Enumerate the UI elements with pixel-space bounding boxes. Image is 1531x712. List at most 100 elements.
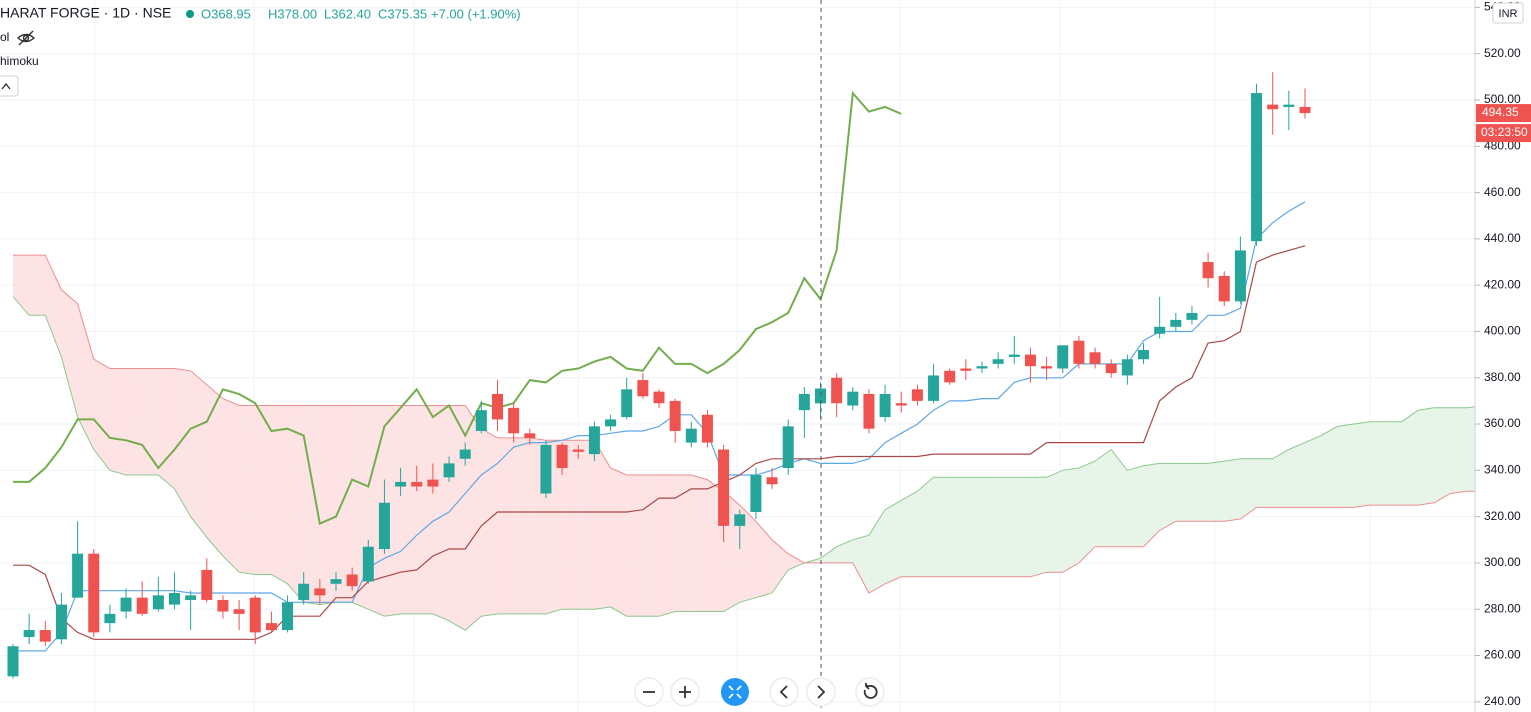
- candle-body: [330, 579, 342, 584]
- cloud-segment: [1256, 458, 1273, 508]
- cloud-segment: [1078, 461, 1096, 563]
- cloud-segment: [174, 368, 191, 517]
- cloud-segment: [755, 521, 773, 598]
- candle-body: [55, 604, 67, 640]
- candle-body: [346, 574, 358, 587]
- zoom-in[interactable]: [670, 677, 700, 707]
- fit-button[interactable]: [721, 678, 749, 706]
- cloud-segment: [1450, 407, 1467, 494]
- cloud-segment: [303, 405, 320, 605]
- candle-body: [782, 426, 794, 469]
- y-tick-label: 360.00: [1484, 416, 1521, 430]
- cloud-segment: [222, 398, 240, 573]
- collapse-button[interactable]: [0, 75, 19, 97]
- currency-box[interactable]: INR: [1492, 2, 1524, 24]
- candle-body: [944, 370, 956, 383]
- cloud-segment: [691, 474, 708, 612]
- candle-body: [1218, 275, 1230, 302]
- candle-body: [605, 419, 617, 427]
- candle-body: [863, 393, 875, 429]
- cloud-segment: [255, 405, 272, 575]
- countdown: 03:23:50: [1481, 125, 1528, 139]
- cloud-segment: [336, 405, 353, 603]
- candle-body: [169, 593, 180, 605]
- cloud-segment: [513, 437, 530, 614]
- cloud-segment: [1175, 463, 1192, 522]
- cloud-segment: [29, 255, 46, 316]
- cloud-segment: [739, 505, 756, 603]
- candle-body: [847, 391, 859, 406]
- candle-body: [976, 366, 988, 369]
- y-tick-label: 420.00: [1484, 277, 1521, 291]
- cloud-segment: [1288, 442, 1305, 508]
- cloud-segment: [206, 384, 223, 556]
- candle-body: [7, 646, 19, 677]
- candle-body: [427, 479, 439, 487]
- candle-body: [249, 597, 261, 633]
- cloud-segment: [1337, 424, 1354, 508]
- candle-body: [750, 474, 762, 513]
- cloud-segment: [642, 474, 659, 617]
- cloud-segment: [77, 303, 94, 450]
- y-tick-label: 240.00: [1484, 694, 1521, 708]
- indicator-label: himoku: [0, 54, 39, 68]
- candle-body: [540, 444, 552, 494]
- scroll-right[interactable]: [806, 677, 836, 707]
- cloud-segment: [578, 440, 595, 610]
- cloud-segment: [416, 405, 433, 614]
- cloud-segment: [1030, 477, 1047, 577]
- cloud-segment: [659, 474, 676, 617]
- candle-body: [1202, 262, 1214, 279]
- candle-body: [1234, 250, 1246, 302]
- cloud-segment: [319, 405, 336, 605]
- cloud-segment: [1208, 461, 1225, 522]
- candle-body: [669, 400, 681, 431]
- candle-body: [992, 359, 1004, 364]
- cloud-segment: [594, 440, 611, 610]
- candle-body: [1073, 340, 1085, 364]
- candle-body: [556, 444, 568, 469]
- candle-body: [798, 393, 810, 411]
- plot: [7, 72, 1475, 679]
- cloud-segment: [1434, 407, 1451, 503]
- cloud-segment: [13, 255, 30, 316]
- cloud-segment: [61, 289, 78, 418]
- candle-body: [72, 553, 84, 598]
- status-dot: [186, 10, 194, 18]
- candle-body: [928, 375, 940, 401]
- ohlc-low: L362.40: [324, 6, 371, 21]
- cloud-segment: [820, 546, 837, 563]
- candle-body: [492, 393, 503, 420]
- y-tick-label: 400.00: [1484, 324, 1521, 338]
- candle-body: [1057, 345, 1069, 369]
- cloud-segment: [626, 474, 643, 617]
- candle-body: [152, 595, 164, 610]
- candle-body: [1154, 326, 1166, 334]
- cloud-segment: [1466, 406, 1475, 492]
- cloud-segment: [1191, 463, 1209, 522]
- cloud-segment: [1159, 463, 1176, 531]
- scroll-left[interactable]: [769, 677, 799, 707]
- candle-body: [233, 609, 245, 614]
- candle-body: [201, 569, 213, 600]
- cloud-segment: [449, 405, 466, 631]
- candle-body: [960, 368, 972, 371]
- candle-body: [1186, 312, 1198, 320]
- candle-body: [734, 514, 746, 526]
- hide-icon[interactable]: [16, 30, 36, 46]
- zoom-out[interactable]: [634, 677, 664, 707]
- span-a-line: [12, 296, 1475, 631]
- cloud-segment: [1401, 410, 1419, 506]
- candle-body: [104, 613, 116, 624]
- candle-body: [443, 463, 455, 478]
- candle-body: [1041, 366, 1053, 369]
- candle-body: [1138, 349, 1149, 360]
- candle-body: [508, 407, 520, 434]
- candle-body: [911, 389, 923, 401]
- candle-body: [1105, 363, 1117, 374]
- reset-button[interactable]: [855, 677, 885, 707]
- candle-body: [766, 477, 778, 485]
- candle-body: [1024, 354, 1036, 367]
- candle-body: [88, 553, 100, 633]
